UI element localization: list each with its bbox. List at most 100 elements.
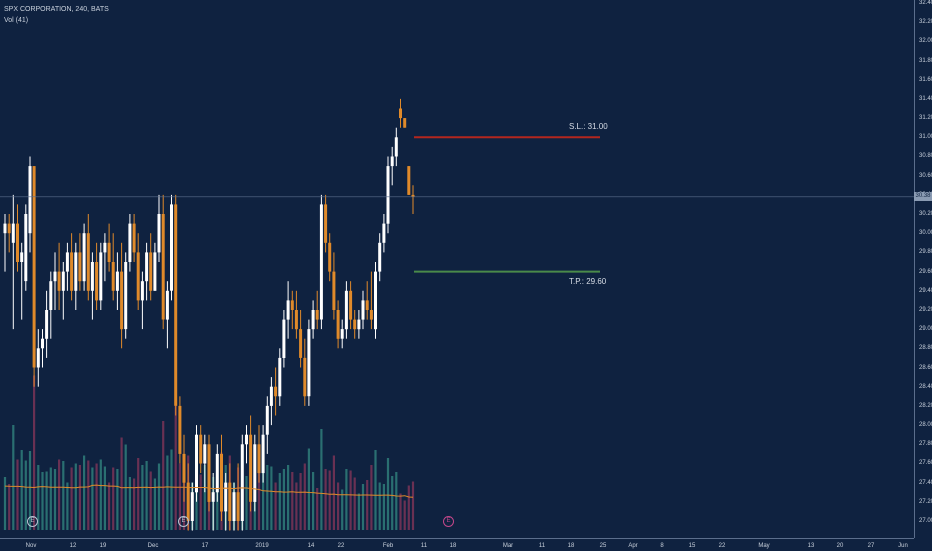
volume-bar bbox=[174, 379, 177, 530]
price-tick-label: 27.00 bbox=[919, 518, 932, 524]
price-axis[interactable]: 32.40 32.20 32.00 31.80 31.60 31.40 31.20 31.00… bbox=[914, 0, 932, 538]
candle-body bbox=[207, 444, 211, 502]
time-tick-label: Dec bbox=[147, 543, 159, 549]
volume-bar bbox=[386, 458, 390, 530]
price-tick-label: 31.80 bbox=[919, 57, 932, 64]
price-tick-label: 29.40 bbox=[919, 287, 932, 294]
earnings-event-icon[interactable]: E bbox=[178, 516, 189, 527]
time-tick-label: May bbox=[758, 543, 770, 549]
time-tick-label: 19 bbox=[99, 543, 107, 549]
volume-bar bbox=[391, 476, 394, 530]
volume-bar bbox=[266, 465, 269, 530]
time-tick-label: 22 bbox=[718, 543, 726, 549]
volume-bar bbox=[378, 482, 381, 530]
candle-body bbox=[315, 310, 319, 320]
price-tick-label: 31.60 bbox=[919, 76, 932, 83]
earnings-event-icon[interactable]: E bbox=[443, 516, 454, 527]
price-tick-label: 29.00 bbox=[919, 326, 932, 333]
volume-bar bbox=[366, 480, 369, 530]
price-tick-label: 27.20 bbox=[919, 498, 932, 505]
volume-bar bbox=[99, 459, 102, 530]
volume-bar bbox=[157, 463, 161, 530]
candle-body bbox=[195, 434, 198, 493]
time-tick-label: 17 bbox=[201, 543, 209, 549]
candle-body bbox=[45, 310, 49, 339]
time-tick-label: Nov bbox=[25, 543, 37, 549]
volume-bar bbox=[141, 465, 144, 530]
volume-bar bbox=[399, 493, 402, 530]
candle-body bbox=[182, 453, 186, 483]
candle-body bbox=[340, 329, 344, 339]
price-tick-label: 30.00 bbox=[919, 230, 932, 237]
candle-body bbox=[178, 405, 182, 454]
volume-legend[interactable]: Vol (41) bbox=[4, 17, 29, 24]
volume-bar bbox=[328, 470, 331, 530]
price-tick-label: 29.60 bbox=[919, 268, 932, 275]
volume-bar bbox=[374, 450, 377, 530]
symbol-legend[interactable]: SPX CORPORATION, 240, BATS bbox=[4, 6, 109, 13]
candle-body bbox=[57, 271, 61, 291]
candle-body bbox=[190, 492, 194, 521]
volume-bar bbox=[295, 482, 298, 530]
candle-body bbox=[36, 348, 40, 368]
price-tick-label: 29.20 bbox=[919, 306, 932, 313]
price-tick-label: 28.60 bbox=[919, 364, 932, 371]
volume-bar bbox=[382, 484, 385, 530]
volume-bar bbox=[78, 465, 81, 530]
price-tick-label: 28.40 bbox=[919, 383, 932, 390]
candle-body bbox=[61, 271, 65, 291]
candle-body bbox=[215, 453, 219, 493]
volume-bar bbox=[178, 463, 181, 530]
candle-body bbox=[186, 482, 190, 521]
price-tick-label: 29.80 bbox=[919, 249, 932, 256]
candle-body bbox=[269, 386, 273, 406]
price-tick-label: 28.20 bbox=[919, 402, 932, 409]
candle-body bbox=[174, 204, 178, 406]
volume-bar bbox=[357, 493, 360, 530]
candle-body bbox=[165, 290, 169, 320]
candle-body bbox=[407, 166, 411, 195]
volume-bar bbox=[324, 469, 327, 530]
volume-bar bbox=[170, 449, 173, 530]
candle-body bbox=[282, 319, 286, 358]
volume-bar bbox=[70, 467, 73, 530]
candle-body bbox=[257, 444, 261, 474]
candle-body bbox=[136, 252, 140, 301]
candle-body bbox=[203, 444, 207, 464]
volume-bar bbox=[316, 488, 319, 530]
candle-body bbox=[65, 252, 69, 272]
price-tick-label: 32.40 bbox=[919, 0, 932, 6]
candle-body bbox=[357, 319, 361, 330]
candle-body bbox=[78, 252, 82, 282]
earnings-event-icon[interactable]: E bbox=[27, 516, 38, 527]
candle-body bbox=[324, 204, 328, 243]
candle-body bbox=[90, 262, 94, 291]
volume-bar bbox=[395, 472, 398, 530]
volume-bar bbox=[37, 465, 40, 530]
price-chart[interactable] bbox=[0, 0, 914, 538]
candle-body bbox=[128, 223, 132, 262]
time-tick-label: Mar bbox=[502, 543, 514, 549]
time-tick-label: 27 bbox=[867, 543, 875, 549]
candle-body bbox=[224, 482, 228, 512]
time-tick-label: Apr bbox=[628, 543, 638, 549]
volume-bar bbox=[299, 473, 302, 530]
price-tick-label: 31.40 bbox=[919, 95, 932, 102]
volume-bar bbox=[303, 463, 306, 530]
candle-body bbox=[353, 319, 357, 330]
candle-body bbox=[369, 310, 373, 320]
volume-bar bbox=[337, 482, 340, 530]
candle-body bbox=[140, 281, 144, 301]
price-tick-label: 27.60 bbox=[919, 460, 932, 467]
candle-body bbox=[278, 357, 282, 397]
candle-body bbox=[115, 271, 119, 291]
candle-body bbox=[290, 300, 294, 310]
volume-bar bbox=[62, 461, 65, 530]
candle-body bbox=[86, 233, 90, 291]
time-axis[interactable]: Nov 12 19 Dec 17 2019 14 22 Feb 11 18 Mar 11 18 25 Apr 8… bbox=[0, 538, 914, 551]
candle-body bbox=[74, 252, 78, 291]
volume-bar bbox=[153, 478, 156, 530]
volume-bar bbox=[403, 500, 406, 530]
volume-bar bbox=[95, 463, 98, 530]
